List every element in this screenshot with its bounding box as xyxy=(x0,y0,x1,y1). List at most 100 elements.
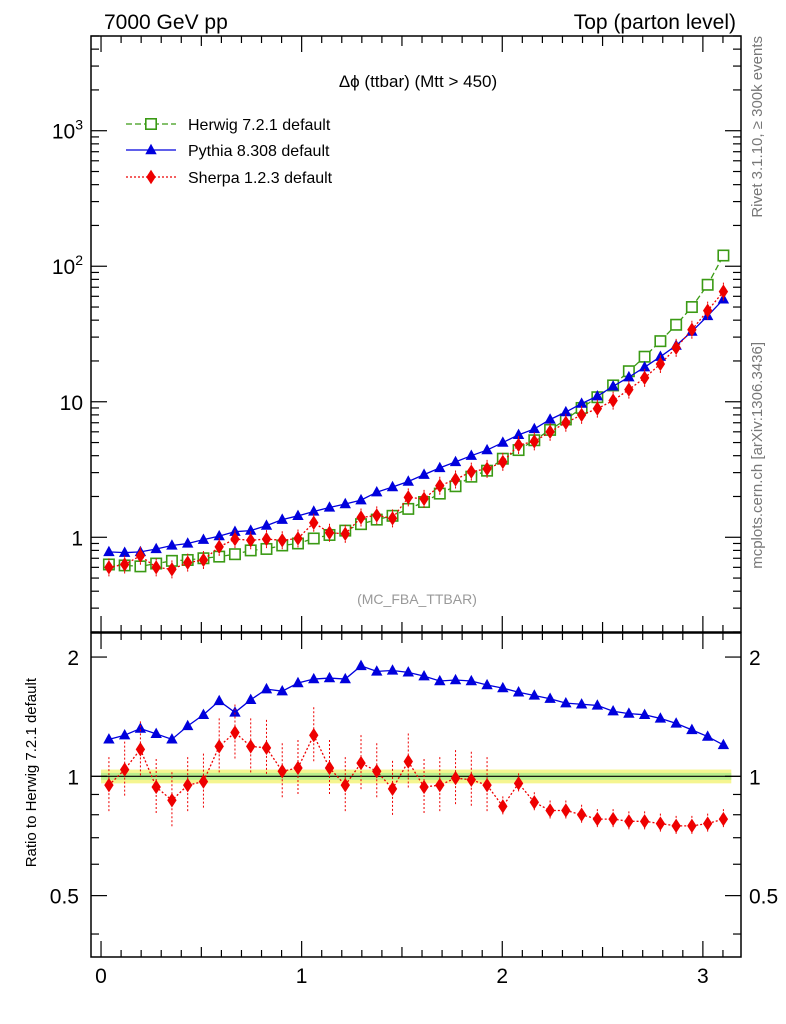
ratio-data-point xyxy=(497,681,509,693)
data-point xyxy=(356,510,366,525)
ratio-data-point xyxy=(104,777,114,793)
data-point xyxy=(655,356,666,372)
ratio-data-point xyxy=(670,717,682,728)
ratio-data-point xyxy=(560,696,572,708)
data-point xyxy=(103,545,115,557)
x-tick-label: 3 xyxy=(697,965,709,988)
ratio-data-point xyxy=(372,764,382,779)
data-point xyxy=(685,301,698,314)
ratio-data-point xyxy=(655,816,666,831)
data-point xyxy=(197,533,210,544)
data-point xyxy=(545,424,555,440)
ratio-data-point xyxy=(324,760,335,776)
data-point xyxy=(701,278,714,291)
ratio-data-point xyxy=(166,733,178,744)
data-point xyxy=(529,434,540,449)
ratio-data-point xyxy=(434,674,446,686)
main-panel: 1 10 102 103 Δϕ (ttbar) (Mtt > 450) (MC_FBA_T… xyxy=(52,35,742,633)
ratio-data-point xyxy=(435,777,445,793)
series-line-1 xyxy=(108,255,724,568)
mcplots-label: mcplots.cern.ch [arXiv:1306.3436] xyxy=(749,342,766,569)
data-point xyxy=(702,303,713,318)
data-point xyxy=(576,407,587,423)
ratio-data-point xyxy=(323,671,336,683)
ratio-data-point xyxy=(528,689,541,700)
data-point xyxy=(608,393,618,408)
data-point xyxy=(104,560,114,575)
data-point xyxy=(307,532,320,545)
ratio-data-point xyxy=(103,733,115,744)
ratio-data-point xyxy=(340,777,350,793)
ratio-data-point xyxy=(213,694,225,706)
ratio-data-point xyxy=(230,725,240,740)
data-point xyxy=(118,546,131,557)
data-point xyxy=(150,542,162,554)
y-tick-label: 103 xyxy=(52,117,83,144)
ratio-data-point xyxy=(576,807,587,822)
data-point xyxy=(387,511,398,526)
ratio-data-point xyxy=(466,772,477,788)
ratio-data-point xyxy=(402,666,414,677)
data-point xyxy=(119,557,130,572)
ratio-data-point xyxy=(623,707,635,718)
data-point xyxy=(292,509,304,521)
header-left: 7000 GeV pp xyxy=(104,11,228,34)
legend-marker xyxy=(145,143,157,155)
ratio-data-point xyxy=(701,730,714,741)
chart-title: Δϕ (ttbar) (Mtt > 450) xyxy=(339,72,497,91)
data-point xyxy=(418,468,430,479)
data-point xyxy=(403,490,413,505)
ratio-data-point xyxy=(481,678,493,690)
data-point xyxy=(181,537,194,548)
ratio-data-point xyxy=(717,738,730,750)
ratio-data-point xyxy=(371,665,383,676)
ratio-data-point xyxy=(277,764,287,779)
ratio-data-point xyxy=(214,739,224,754)
ratio-data-point xyxy=(482,777,492,793)
data-point xyxy=(638,350,651,363)
ratio-data-point xyxy=(339,672,351,684)
ratio-panel: 0.5 0.5 1 1 2 2 0 1 2 3 Ratio to Herwig 7.2.1 defa… xyxy=(23,632,778,988)
ratio-data-point xyxy=(418,669,430,681)
ratio-data-point xyxy=(260,682,273,694)
ratio-data-point xyxy=(167,793,177,808)
data-point xyxy=(498,454,508,470)
ratio-data-point xyxy=(386,664,399,675)
data-point xyxy=(245,524,257,535)
ratio-data-point xyxy=(356,755,366,771)
ratio-data-point xyxy=(151,779,161,795)
ratio-y-tick-label-right: 1 xyxy=(749,766,761,789)
ratio-data-point xyxy=(702,816,713,831)
series-line-3 xyxy=(108,291,724,571)
ratio-data-point xyxy=(308,672,320,684)
ratio-data-point xyxy=(276,685,288,696)
x-tick-label: 2 xyxy=(496,965,508,988)
data-point xyxy=(167,562,177,577)
data-point xyxy=(308,505,320,516)
ratio-data-point xyxy=(246,739,256,754)
ratio-data-point xyxy=(639,814,650,829)
data-point xyxy=(592,401,603,416)
data-point xyxy=(717,249,730,262)
ratio-y-tick-label-right: 0.5 xyxy=(749,886,778,909)
data-point xyxy=(638,360,651,372)
ratio-ylabel: Ratio to Herwig 7.2.1 default xyxy=(23,677,40,867)
data-point xyxy=(246,533,256,548)
data-point xyxy=(339,497,351,509)
data-point xyxy=(434,461,446,473)
data-point xyxy=(623,370,635,382)
ratio-series-line-2 xyxy=(108,731,724,827)
ratio-data-point xyxy=(198,774,209,789)
ratio-data-point xyxy=(545,803,555,818)
data-point xyxy=(151,560,161,575)
legend-entry-2: Pythia 8.308 default xyxy=(188,143,330,160)
ratio-data-point xyxy=(450,770,461,786)
data-point xyxy=(639,370,650,386)
data-point xyxy=(260,519,273,530)
data-point xyxy=(718,284,729,299)
main-frame xyxy=(90,35,742,633)
ratio-data-point xyxy=(561,803,571,818)
legend-entry-1: Herwig 7.2.1 default xyxy=(188,117,331,134)
ratio-data-point xyxy=(575,698,588,709)
ratio-data-point xyxy=(544,692,556,703)
